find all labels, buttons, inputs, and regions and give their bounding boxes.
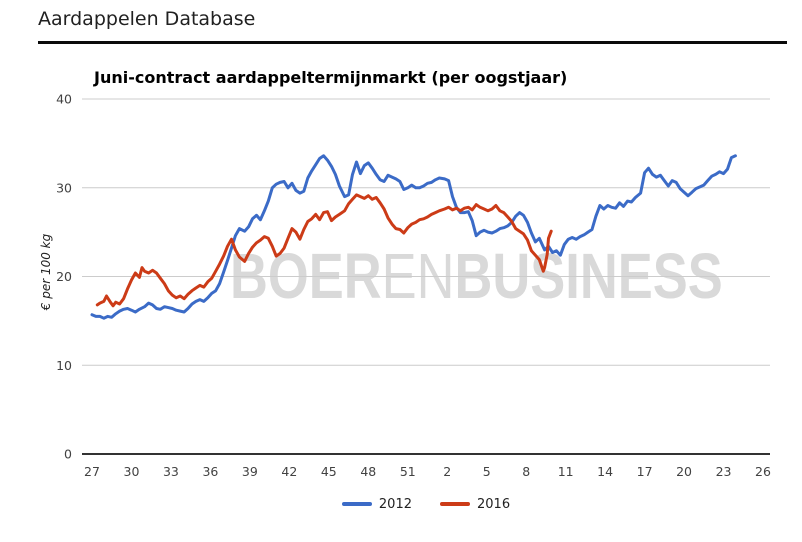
x-tick-label: 8 bbox=[522, 464, 530, 479]
x-tick-label: 17 bbox=[637, 464, 653, 479]
x-tick-label: 27 bbox=[84, 464, 100, 479]
x-tick-label: 30 bbox=[124, 464, 140, 479]
x-tick-label: 14 bbox=[597, 464, 613, 479]
legend-swatch-2016 bbox=[440, 502, 470, 506]
x-tick-label: 36 bbox=[202, 464, 218, 479]
y-tick-label: 20 bbox=[56, 269, 72, 284]
y-tick-label: 10 bbox=[56, 358, 72, 373]
x-tick-label: 33 bbox=[163, 464, 179, 479]
x-tick-label: 23 bbox=[716, 464, 732, 479]
legend-label: 2016 bbox=[477, 496, 511, 512]
legend-item-2012: 2012 bbox=[341, 496, 412, 512]
series-line-2016 bbox=[95, 193, 553, 308]
chart-title: Juni-contract aardappeltermijnmarkt (per… bbox=[94, 68, 568, 87]
x-tick-label: 51 bbox=[400, 464, 416, 479]
legend-item-2016: 2016 bbox=[440, 497, 510, 512]
legend-label: 2012 bbox=[378, 496, 412, 512]
x-tick-label: 48 bbox=[360, 464, 376, 479]
y-tick-label: 0 bbox=[64, 447, 72, 462]
x-tick-label: 26 bbox=[755, 464, 771, 479]
series-line-2012 bbox=[90, 154, 737, 320]
y-tick-label: 40 bbox=[56, 92, 72, 107]
y-tick-label: 30 bbox=[56, 180, 72, 195]
x-tick-label: 42 bbox=[281, 464, 297, 479]
x-tick-label: 11 bbox=[558, 464, 574, 479]
page-title: Aardappelen Database bbox=[38, 8, 256, 30]
legend-swatch-2012 bbox=[341, 502, 372, 506]
chart-legend: 2012 2016 bbox=[82, 493, 770, 515]
x-tick-label: 45 bbox=[321, 464, 337, 479]
x-tick-label: 20 bbox=[676, 464, 692, 479]
header-rule bbox=[38, 41, 787, 44]
x-tick-label: 2 bbox=[443, 464, 451, 479]
x-tick-label: 5 bbox=[483, 464, 491, 479]
x-tick-label: 39 bbox=[242, 464, 258, 479]
